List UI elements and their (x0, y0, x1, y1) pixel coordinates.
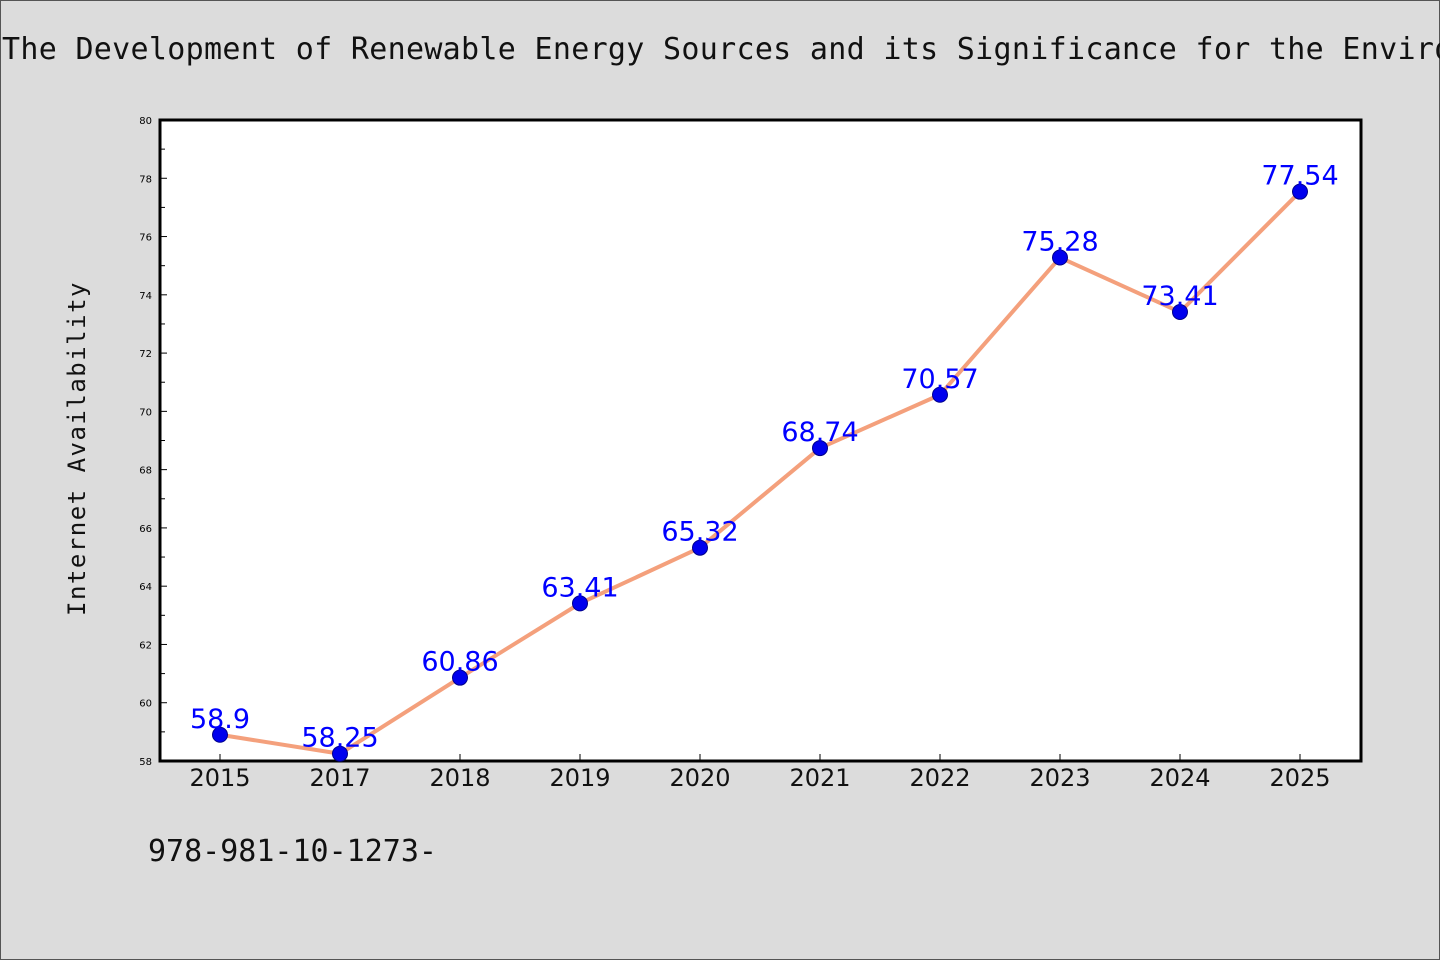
y-tick-label: 58 (139, 757, 152, 768)
y-tick-label: 78 (139, 174, 152, 185)
chart-title: The Development of Renewable Energy Sour… (2, 32, 1440, 67)
x-tick-label: 2021 (789, 764, 850, 792)
y-tick-label: 64 (139, 582, 152, 593)
y-tick-label: 68 (139, 466, 152, 477)
series-line (218, 189, 1302, 756)
data-label: 58.25 (301, 723, 378, 754)
data-point (692, 539, 708, 556)
x-tick-label: 2020 (669, 764, 730, 792)
y-tick-label: 62 (139, 640, 152, 651)
x-tick-label: 2023 (1029, 764, 1090, 792)
y-tick-label: 70 (139, 407, 152, 418)
y-tick-label: 80 (139, 116, 152, 127)
data-label: 75.28 (1021, 227, 1098, 258)
data-label: 63.41 (541, 572, 618, 603)
x-tick-label: 2025 (1269, 764, 1330, 792)
data-label: 77.54 (1261, 161, 1338, 192)
data-label: 58.9 (190, 704, 250, 735)
data-point (1292, 183, 1308, 200)
plot-area (158, 118, 1363, 763)
data-point (1052, 249, 1068, 266)
y-tick-label: 72 (139, 349, 152, 360)
isbn-text: 978-981-10-1273- (148, 834, 437, 869)
data-point (332, 745, 348, 762)
data-label: 70.57 (901, 364, 978, 395)
y-tick-label: 76 (139, 233, 152, 244)
y-tick-label: 66 (139, 524, 152, 535)
data-point (452, 669, 468, 686)
data-label: 73.41 (1141, 281, 1218, 312)
x-tick-label: 2015 (189, 764, 250, 792)
x-tick-label: 2022 (909, 764, 970, 792)
data-point (812, 440, 828, 457)
data-label: 65.32 (661, 517, 738, 548)
data-point (212, 726, 228, 743)
data-label: 68.74 (781, 417, 858, 448)
x-tick-label: 2024 (1149, 764, 1210, 792)
x-tick-label: 2018 (429, 764, 490, 792)
y-tick-label: 74 (139, 291, 152, 302)
data-label: 60.86 (421, 647, 498, 678)
y-axis-label: Internet Availability (63, 281, 91, 616)
x-tick-label: 2019 (549, 764, 610, 792)
data-point (572, 595, 588, 612)
y-tick-label: 60 (139, 699, 152, 710)
data-point (932, 386, 948, 403)
x-tick-label: 2017 (309, 764, 370, 792)
data-point (1172, 304, 1188, 321)
